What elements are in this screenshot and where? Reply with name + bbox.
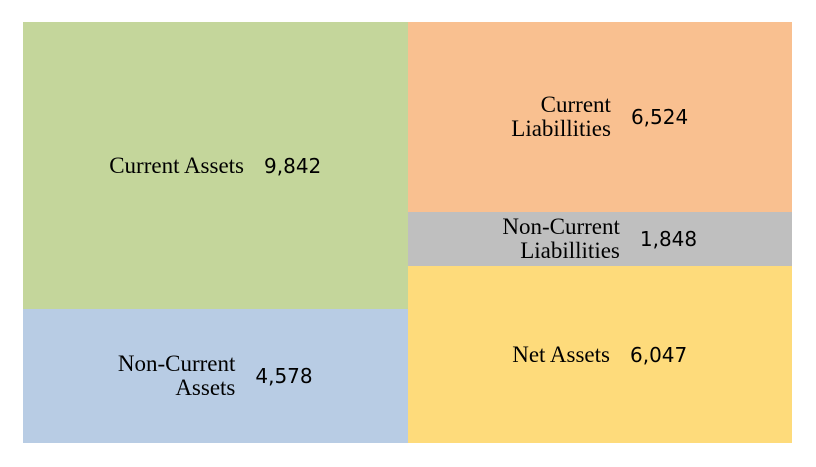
segment: Net Assets 6,047: [407, 266, 792, 443]
segment-name: Non-Current Assets: [117, 351, 236, 401]
segment-value: 6,047: [629, 342, 688, 367]
segment-name: Current Assets: [109, 152, 245, 178]
segment: Non-Current Liabillities 1,848: [407, 212, 792, 267]
segment-value: 9,842: [264, 153, 322, 178]
segment: Non-Current Assets 4,578: [23, 309, 408, 443]
segment-name: Net Assets: [512, 341, 610, 367]
segment-value: 1,848: [639, 227, 698, 252]
segment-name: Current Liabillities: [511, 92, 611, 142]
segment-value: 4,578: [255, 364, 313, 389]
segment: Current Assets 9,842: [23, 22, 408, 310]
segment: Current Liabillities 6,524: [407, 22, 792, 213]
segment-name: Non-Current Liabillities: [502, 214, 620, 264]
segment-value: 6,524: [630, 105, 689, 130]
